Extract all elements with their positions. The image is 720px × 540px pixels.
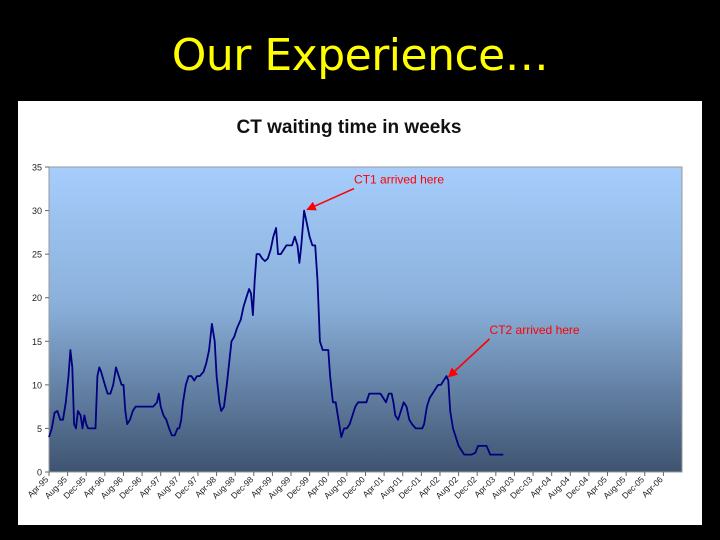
annotations: CT1 arrived here CT2 arrived here [306, 173, 580, 378]
y-tick-label: 25 [32, 250, 42, 260]
annotation-arrow [447, 338, 491, 378]
y-tick-label: 0 [37, 468, 42, 478]
chart-title: CT waiting time in weeks [237, 117, 462, 138]
y-axis: 0 5 10 15 20 25 30 35 [32, 163, 49, 478]
slide-title: Our Experience… [171, 30, 549, 81]
chart-frame: CT waiting time in weeks 0 5 10 15 20 25 30 35 … [18, 101, 702, 525]
y-tick-label: 5 [37, 424, 42, 434]
x-tick-label: Apr-06 [640, 474, 665, 499]
x-axis: Apr-95Aug-95Dec-95Apr-96Aug-96Dec-96Apr-… [25, 472, 665, 501]
annotation-label: CT2 arrived here [490, 323, 580, 337]
y-tick-label: 35 [32, 163, 42, 173]
y-tick-label: 20 [32, 293, 42, 303]
line-chart: CT waiting time in weeks 05101520253035 … [25, 117, 683, 501]
y-tick-label: 30 [32, 206, 42, 216]
series-line [48, 209, 504, 456]
annotation-arrow [306, 187, 355, 211]
annotation-label: CT1 arrived here [354, 173, 444, 187]
plot-area [48, 166, 683, 473]
y-tick-label: 10 [32, 380, 42, 390]
y-tick-label: 15 [32, 337, 42, 347]
